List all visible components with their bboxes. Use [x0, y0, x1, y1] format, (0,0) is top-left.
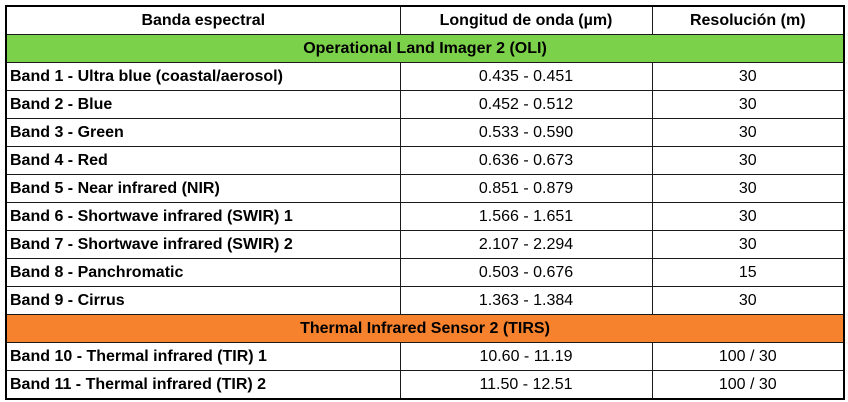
section-row-tirs: Thermal Infrared Sensor 2 (TIRS) [5, 314, 845, 343]
table-row: Band 9 - Cirrus 1.363 - 1.384 30 [5, 286, 845, 315]
header-row: Banda espectral Longitud de onda (µm) Re… [5, 5, 845, 35]
table-row: Band 3 - Green 0.533 - 0.590 30 [5, 118, 845, 147]
band-name: Band 9 - Cirrus [5, 286, 401, 315]
header-resolution: Resolución (m) [651, 5, 845, 35]
band-wavelength: 10.60 - 11.19 [399, 342, 653, 371]
spectral-bands-table-container: Banda espectral Longitud de onda (µm) Re… [5, 5, 845, 400]
table-row: Band 2 - Blue 0.452 - 0.512 30 [5, 90, 845, 119]
band-resolution: 30 [651, 230, 845, 259]
band-wavelength: 2.107 - 2.294 [399, 230, 653, 259]
header-wavelength: Longitud de onda (µm) [399, 5, 653, 35]
spectral-bands-table: Banda espectral Longitud de onda (µm) Re… [5, 5, 845, 400]
band-name: Band 7 - Shortwave infrared (SWIR) 2 [5, 230, 401, 259]
table-row: Band 1 - Ultra blue (coastal/aerosol) 0.… [5, 62, 845, 91]
band-wavelength: 0.636 - 0.673 [399, 146, 653, 175]
section-title-tirs: Thermal Infrared Sensor 2 (TIRS) [5, 314, 845, 343]
table-row: Band 7 - Shortwave infrared (SWIR) 2 2.1… [5, 230, 845, 259]
band-name: Band 2 - Blue [5, 90, 401, 119]
band-name: Band 11 - Thermal infrared (TIR) 2 [5, 370, 401, 400]
band-wavelength: 0.503 - 0.676 [399, 258, 653, 287]
table-row: Band 6 - Shortwave infrared (SWIR) 1 1.5… [5, 202, 845, 231]
band-name: Band 6 - Shortwave infrared (SWIR) 1 [5, 202, 401, 231]
section-row-oli: Operational Land Imager 2 (OLI) [5, 34, 845, 63]
band-resolution: 30 [651, 286, 845, 315]
band-name: Band 5 - Near infrared (NIR) [5, 174, 401, 203]
band-resolution: 100 / 30 [651, 342, 845, 371]
band-wavelength: 0.533 - 0.590 [399, 118, 653, 147]
band-resolution: 30 [651, 90, 845, 119]
band-name: Band 8 - Panchromatic [5, 258, 401, 287]
band-wavelength: 1.363 - 1.384 [399, 286, 653, 315]
band-resolution: 30 [651, 174, 845, 203]
band-resolution: 30 [651, 202, 845, 231]
band-resolution: 100 / 30 [651, 370, 845, 400]
band-wavelength: 0.452 - 0.512 [399, 90, 653, 119]
table-row: Band 8 - Panchromatic 0.503 - 0.676 15 [5, 258, 845, 287]
band-wavelength: 11.50 - 12.51 [399, 370, 653, 400]
band-name: Band 10 - Thermal infrared (TIR) 1 [5, 342, 401, 371]
band-resolution: 30 [651, 62, 845, 91]
band-resolution: 30 [651, 118, 845, 147]
band-name: Band 4 - Red [5, 146, 401, 175]
table-row: Band 5 - Near infrared (NIR) 0.851 - 0.8… [5, 174, 845, 203]
band-resolution: 30 [651, 146, 845, 175]
band-name: Band 3 - Green [5, 118, 401, 147]
table-row: Band 4 - Red 0.636 - 0.673 30 [5, 146, 845, 175]
band-name: Band 1 - Ultra blue (coastal/aerosol) [5, 62, 401, 91]
band-resolution: 15 [651, 258, 845, 287]
band-wavelength: 0.435 - 0.451 [399, 62, 653, 91]
band-wavelength: 0.851 - 0.879 [399, 174, 653, 203]
table-row: Band 11 - Thermal infrared (TIR) 2 11.50… [5, 370, 845, 400]
table-row: Band 10 - Thermal infrared (TIR) 1 10.60… [5, 342, 845, 371]
header-band: Banda espectral [5, 5, 401, 35]
section-title-oli: Operational Land Imager 2 (OLI) [5, 34, 845, 63]
band-wavelength: 1.566 - 1.651 [399, 202, 653, 231]
